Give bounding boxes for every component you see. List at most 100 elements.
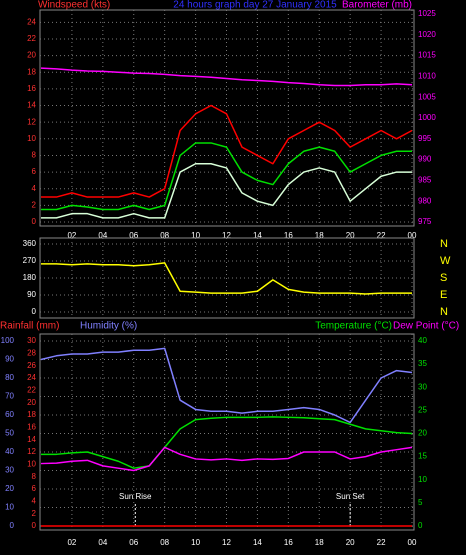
y2-tick-label: 35 bbox=[418, 359, 427, 368]
y2-tick-label: N bbox=[440, 238, 448, 250]
y2-tick-label: 1020 bbox=[418, 30, 436, 39]
y2-tick-label: 5 bbox=[418, 498, 423, 507]
y2-tick-label: 1015 bbox=[418, 51, 436, 60]
y2-tick-label: 975 bbox=[418, 217, 432, 226]
x-tick-label: 00 bbox=[408, 538, 417, 547]
x-tick-label: 10 bbox=[191, 538, 200, 547]
y-tick-label: 2 bbox=[32, 200, 37, 209]
y3-tick-label: 40 bbox=[5, 447, 14, 456]
y2-tick-label: 20 bbox=[418, 429, 427, 438]
y2-tick-label: 40 bbox=[418, 336, 427, 345]
y-tick-label: 12 bbox=[27, 447, 36, 456]
y-tick-label: 0 bbox=[32, 521, 37, 530]
windspeed-label: Windspeed (kts) bbox=[38, 0, 110, 11]
y-tick-label: 14 bbox=[27, 101, 36, 110]
y2-tick-label: 30 bbox=[418, 382, 427, 391]
y-tick-label: 18 bbox=[27, 67, 36, 76]
x-tick-label: 06 bbox=[129, 231, 138, 240]
y3-tick-label: 50 bbox=[5, 429, 14, 438]
x-tick-label: 20 bbox=[346, 538, 355, 547]
y2-tick-label: 10 bbox=[418, 475, 427, 484]
y-tick-label: 22 bbox=[27, 34, 36, 43]
y-tick-label: 2 bbox=[32, 509, 37, 518]
series-line bbox=[41, 416, 413, 469]
x-tick-label: 08 bbox=[160, 231, 169, 240]
rainfall-label: Rainfall (mm) bbox=[0, 321, 59, 332]
series-line bbox=[41, 262, 412, 295]
x-tick-label: 22 bbox=[377, 538, 386, 547]
y-tick-label: 90 bbox=[27, 290, 36, 299]
y-tick-label: 360 bbox=[23, 239, 37, 248]
y-tick-label: 20 bbox=[27, 398, 36, 407]
y-tick-label: 6 bbox=[32, 167, 37, 176]
x-tick-label: 14 bbox=[253, 538, 262, 547]
y2-tick-label: 1025 bbox=[418, 9, 436, 18]
y2-tick-label: W bbox=[440, 255, 451, 267]
x-tick-label: 18 bbox=[315, 538, 324, 547]
humidity-label: Humidity (%) bbox=[80, 321, 137, 332]
series-line bbox=[41, 163, 412, 219]
y3-tick-label: 60 bbox=[5, 410, 14, 419]
x-tick-label: 14 bbox=[253, 231, 262, 240]
y-tick-label: 22 bbox=[27, 385, 36, 394]
y2-tick-label: 1005 bbox=[418, 92, 436, 101]
y2-tick-label: E bbox=[440, 289, 447, 301]
y3-tick-label: 80 bbox=[5, 373, 14, 382]
y-tick-label: 14 bbox=[27, 435, 36, 444]
y3-tick-label: 10 bbox=[5, 503, 14, 512]
x-tick-label: 22 bbox=[377, 231, 386, 240]
y2-tick-label: 1000 bbox=[418, 113, 436, 122]
y-tick-label: 10 bbox=[27, 459, 36, 468]
x-tick-label: 16 bbox=[284, 538, 293, 547]
y-tick-label: 4 bbox=[32, 496, 37, 505]
y-tick-label: 20 bbox=[27, 51, 36, 60]
series-line bbox=[40, 446, 413, 472]
y-tick-label: 28 bbox=[27, 348, 36, 357]
series-line bbox=[41, 142, 412, 211]
x-tick-label: 04 bbox=[98, 538, 107, 547]
y3-tick-label: 20 bbox=[5, 484, 14, 493]
y-tick-label: 8 bbox=[32, 151, 37, 160]
y3-tick-label: 0 bbox=[10, 521, 15, 530]
x-tick-label: 16 bbox=[284, 231, 293, 240]
y-tick-label: 10 bbox=[27, 134, 36, 143]
x-tick-label: 12 bbox=[222, 538, 231, 547]
y-tick-label: 6 bbox=[32, 484, 37, 493]
x-tick-label: 06 bbox=[129, 538, 138, 547]
dewpoint-label: Dew Point (°C) bbox=[393, 321, 459, 332]
y3-tick-label: 30 bbox=[5, 466, 14, 475]
y-tick-label: 8 bbox=[32, 472, 37, 481]
y2-tick-label: 0 bbox=[418, 521, 423, 530]
y-tick-label: 12 bbox=[27, 117, 36, 126]
y-tick-label: 30 bbox=[27, 336, 36, 345]
y3-tick-label: 70 bbox=[5, 392, 14, 401]
temperature-label: Temperature (°C) bbox=[315, 321, 392, 332]
y3-tick-label: 90 bbox=[5, 355, 14, 364]
annotation: Sun Rise bbox=[119, 492, 152, 501]
x-tick-label: 10 bbox=[191, 231, 200, 240]
x-tick-label: 02 bbox=[67, 538, 76, 547]
y-tick-label: 270 bbox=[23, 256, 37, 265]
y2-tick-label: 995 bbox=[418, 134, 432, 143]
x-tick-label: 04 bbox=[98, 231, 107, 240]
series-line bbox=[40, 67, 413, 87]
x-tick-label: 18 bbox=[315, 231, 324, 240]
y2-tick-label: 985 bbox=[418, 176, 432, 185]
x-tick-label: 02 bbox=[67, 231, 76, 240]
chart-title: 24 hours graph day 27 January 2015 bbox=[173, 0, 337, 11]
y2-tick-label: N bbox=[440, 306, 448, 318]
annotation: Sun Set bbox=[336, 492, 365, 501]
y-tick-label: 26 bbox=[27, 361, 36, 370]
barometer-label: Barometer (mb) bbox=[342, 0, 412, 11]
y2-tick-label: 990 bbox=[418, 155, 432, 164]
x-tick-label: 20 bbox=[346, 231, 355, 240]
y-tick-label: 0 bbox=[32, 307, 37, 316]
y2-tick-label: 15 bbox=[418, 452, 427, 461]
x-tick-label: 00 bbox=[408, 231, 417, 240]
y-tick-label: 16 bbox=[27, 422, 36, 431]
y-tick-label: 16 bbox=[27, 84, 36, 93]
y3-tick-label: 100 bbox=[1, 336, 15, 345]
y-tick-label: 4 bbox=[32, 184, 37, 193]
y2-tick-label: 25 bbox=[418, 405, 427, 414]
